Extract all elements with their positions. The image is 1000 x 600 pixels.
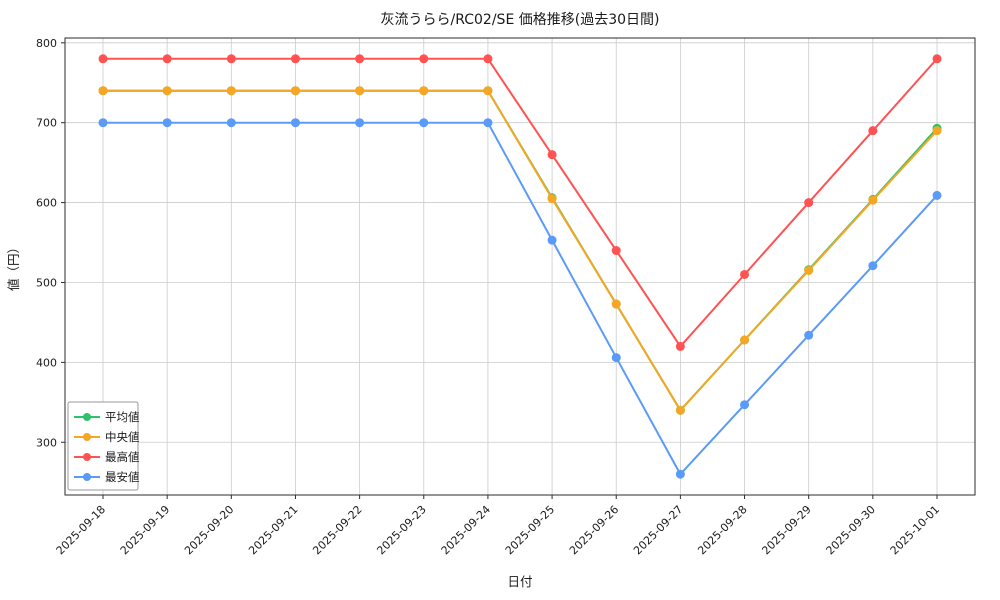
series-0 xyxy=(98,86,942,415)
legend-label: 中央値 xyxy=(105,430,140,444)
data-point xyxy=(804,265,814,275)
y-tick-label: 600 xyxy=(36,197,57,210)
x-tick-label: 2025-09-20 xyxy=(182,503,236,557)
data-point xyxy=(98,118,108,128)
data-point xyxy=(868,261,878,271)
data-point xyxy=(290,54,300,64)
data-point xyxy=(740,400,750,410)
legend-box xyxy=(67,401,139,491)
x-tick-label: 2025-09-25 xyxy=(503,503,557,557)
data-point xyxy=(290,118,300,128)
data-point xyxy=(226,54,236,64)
legend-marker xyxy=(83,453,91,461)
x-tick-label: 2025-09-28 xyxy=(695,503,749,557)
x-tick-label: 2025-09-19 xyxy=(118,503,172,557)
data-point xyxy=(483,86,493,96)
data-point xyxy=(419,118,429,128)
data-point xyxy=(611,299,621,309)
data-point xyxy=(483,54,493,64)
series-3 xyxy=(98,118,942,479)
data-point xyxy=(547,150,557,160)
x-tick-label: 2025-09-22 xyxy=(310,503,364,557)
legend-label: 平均値 xyxy=(105,410,140,424)
y-tick-label: 300 xyxy=(36,436,57,449)
data-point xyxy=(675,405,685,415)
data-point xyxy=(611,353,621,363)
x-tick-label: 2025-09-30 xyxy=(824,503,878,557)
data-point xyxy=(162,54,172,64)
chart-title: 灰流うらら/RC02/SE 価格推移(過去30日間) xyxy=(381,12,660,28)
data-point xyxy=(547,235,557,245)
series-line xyxy=(103,57,938,348)
series-line xyxy=(103,89,938,412)
legend-label: 最高値 xyxy=(105,450,140,464)
data-point xyxy=(868,195,878,205)
data-point xyxy=(868,126,878,136)
data-point xyxy=(98,86,108,96)
y-tick-label: 400 xyxy=(36,356,57,369)
data-point xyxy=(932,54,942,64)
x-tick-label: 2025-09-29 xyxy=(759,503,813,557)
data-point xyxy=(162,118,172,128)
legend-marker xyxy=(83,433,91,441)
data-point xyxy=(932,190,942,200)
data-point xyxy=(932,126,942,136)
y-tick-label: 700 xyxy=(36,117,57,130)
data-point xyxy=(355,118,365,128)
y-tick-label: 500 xyxy=(36,276,57,289)
data-point xyxy=(98,54,108,64)
series-1 xyxy=(98,86,942,415)
x-tick-label: 2025-10-01 xyxy=(888,503,942,557)
data-point xyxy=(162,86,172,96)
series-layer xyxy=(98,54,942,479)
x-tick-label: 2025-09-18 xyxy=(54,503,108,557)
legend-marker xyxy=(83,413,91,421)
series-line xyxy=(103,121,938,476)
data-point xyxy=(290,86,300,96)
data-point xyxy=(226,86,236,96)
x-tick-label: 2025-09-24 xyxy=(439,503,493,557)
x-tick-label: 2025-09-27 xyxy=(631,503,685,557)
data-point xyxy=(804,198,814,208)
plot-border xyxy=(64,37,976,496)
data-point xyxy=(740,335,750,345)
series-2 xyxy=(98,54,942,351)
x-tick-label: 2025-09-23 xyxy=(374,503,428,557)
data-point xyxy=(547,194,557,204)
x-tick-label: 2025-09-21 xyxy=(246,503,300,557)
data-point xyxy=(611,246,621,256)
data-point xyxy=(740,269,750,279)
data-point xyxy=(355,54,365,64)
data-point xyxy=(675,341,685,351)
data-point xyxy=(804,330,814,340)
data-point xyxy=(355,86,365,96)
y-tick-label: 800 xyxy=(36,37,57,50)
x-tick-label: 2025-09-26 xyxy=(567,503,621,557)
legend-marker xyxy=(83,473,91,481)
x-axis-label: 日付 xyxy=(507,574,532,589)
data-point xyxy=(419,86,429,96)
y-axis-label: 値（円） xyxy=(6,241,21,291)
data-point xyxy=(483,118,493,128)
legend-label: 最安値 xyxy=(105,470,140,484)
data-point xyxy=(419,54,429,64)
data-point xyxy=(226,118,236,128)
data-point xyxy=(675,469,685,479)
